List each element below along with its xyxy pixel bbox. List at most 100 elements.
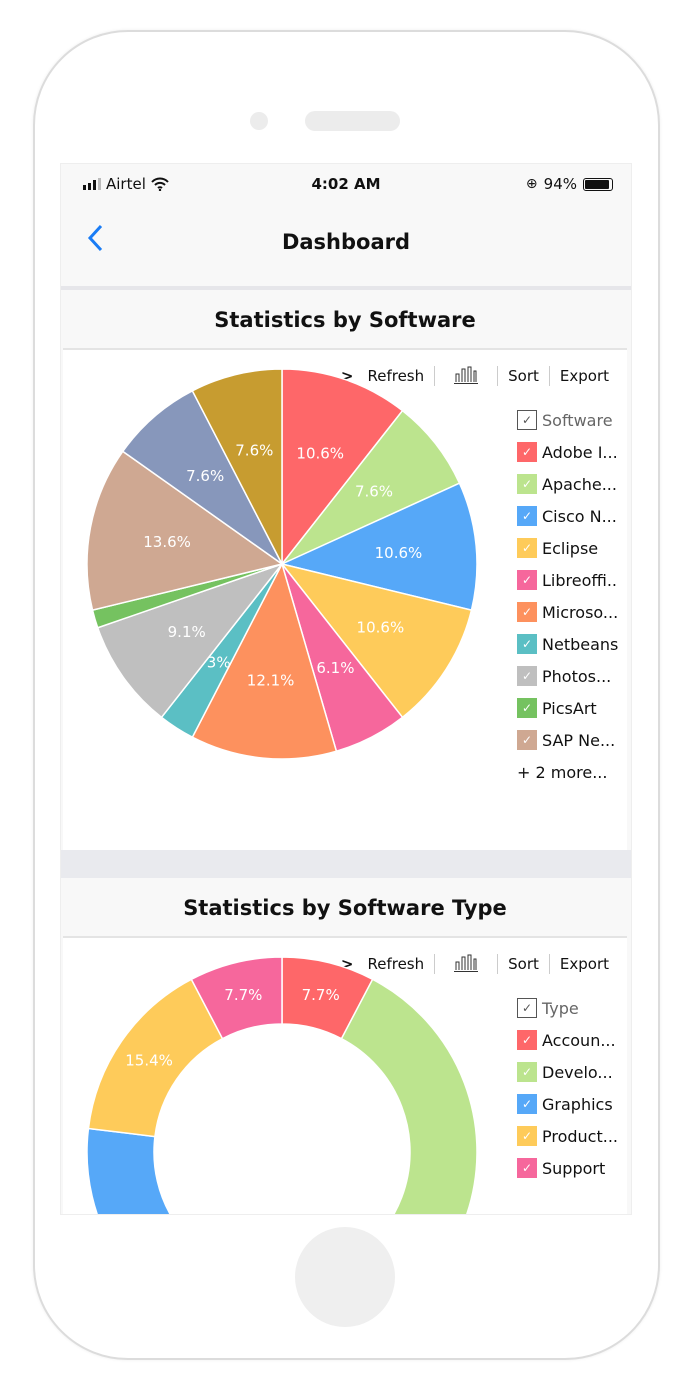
legend-item[interactable]: ✓ PicsArt [517, 692, 618, 724]
legend-header[interactable]: ✓ Type [517, 992, 618, 1024]
slice-label: 10.6% [375, 544, 423, 562]
slice-label: 10.6% [357, 618, 405, 636]
checkbox-icon: ✓ [517, 1062, 537, 1082]
sort-button[interactable]: Sort [508, 955, 539, 973]
battery-percent: 94% [543, 175, 577, 193]
chart-type-button[interactable] [435, 952, 497, 976]
refresh-button[interactable]: > Refresh [331, 955, 434, 973]
chart-toolbar: > Refresh Sort Export [331, 952, 609, 976]
legend-label: SAP Ne... [542, 730, 616, 750]
legend-title: Software [542, 410, 613, 430]
back-button[interactable] [87, 224, 103, 260]
divider [434, 366, 436, 386]
legend-item[interactable]: ✓ Accoun... [517, 1024, 618, 1056]
bar-chart-icon [454, 954, 479, 972]
legend-label: Microso... [542, 602, 619, 622]
legend-label: Accoun... [542, 1030, 616, 1050]
legend-item[interactable]: ✓ Cisco N... [517, 500, 618, 532]
legend-label: Graphics [542, 1094, 613, 1114]
legend-label: Adobe I... [542, 442, 618, 462]
legend: ✓ Software ✓ Adobe I... ✓ Apache... ✓ Cisco N..… [517, 404, 618, 788]
camera [250, 112, 268, 130]
signal-icon [83, 178, 101, 190]
legend-item[interactable]: ✓ Graphics [517, 1088, 618, 1120]
legend-label: Product... [542, 1126, 619, 1146]
checkbox-icon: ✓ [517, 1030, 537, 1050]
clock: 4:02 AM [311, 175, 381, 193]
sort-button[interactable]: Sort [508, 367, 539, 385]
divider [548, 366, 550, 386]
checkbox-icon: ✓ [517, 1094, 537, 1114]
legend-item[interactable]: ✓ Eclipse [517, 532, 618, 564]
legend-item[interactable]: ✓ Adobe I... [517, 436, 618, 468]
checkbox-icon: ✓ [517, 570, 537, 590]
legend: ✓ Type ✓ Accoun... ✓ Develo... ✓ Graphics ✓ Produ… [517, 992, 618, 1184]
divider [497, 954, 499, 974]
refresh-label: Refresh [367, 955, 425, 973]
legend-title: Type [542, 998, 579, 1018]
legend-item[interactable]: ✓ Libreoffi.. [517, 564, 618, 596]
pie-slice[interactable] [121, 389, 283, 565]
chart-title: Statistics by Software [63, 290, 627, 350]
pie-slice[interactable] [281, 409, 461, 565]
divider [61, 286, 631, 290]
pie-slice[interactable] [190, 956, 283, 1040]
slice-label: 3% [207, 653, 231, 671]
pie-slice[interactable] [191, 368, 283, 565]
home-button[interactable] [295, 1227, 395, 1327]
checkbox-icon: ✓ [517, 1158, 537, 1178]
export-button[interactable]: Export [559, 955, 609, 973]
legend-label: Develo... [542, 1062, 613, 1082]
pie-slice[interactable] [96, 562, 285, 719]
legend-label: Photos... [542, 666, 612, 686]
legend-item[interactable]: ✓ Microso... [517, 596, 618, 628]
more-legend-link[interactable]: + 2 more... [517, 762, 608, 782]
legend-label: Eclipse [542, 538, 599, 558]
battery-icon [583, 177, 613, 191]
legend-label: Apache... [542, 474, 617, 494]
checkbox-icon: ✓ [517, 602, 537, 622]
legend-item[interactable]: ✓ Develo... [517, 1056, 618, 1088]
chart-title: Statistics by Software Type [63, 878, 627, 938]
legend-item[interactable]: ✓ SAP Ne... [517, 724, 618, 756]
divider [548, 954, 550, 974]
slice-label: 7.6% [186, 467, 224, 485]
divider [434, 954, 436, 974]
chevron-left-icon [87, 224, 103, 252]
checkbox-icon: ✓ [517, 442, 537, 462]
slice-label: 13.6% [143, 533, 191, 551]
legend-label: Cisco N... [542, 506, 617, 526]
pie-slice[interactable] [86, 1127, 251, 1215]
pie-slice[interactable] [281, 368, 404, 567]
slice-label: 15.4% [125, 1051, 173, 1069]
legend-label: Netbeans [542, 634, 619, 654]
pie-slice[interactable] [191, 561, 338, 760]
slice-label: 12.1% [247, 671, 295, 689]
legend-label: Libreoffi.. [542, 570, 618, 590]
legend-item[interactable]: ✓ Product... [517, 1120, 618, 1152]
chart-svg: 10.6% 7.6% 10.6% 10.6% 6.1% 12.1% 3%9.1% 13.6% 7… [86, 368, 478, 760]
legend-item[interactable]: ✓ Apache... [517, 468, 618, 500]
legend-item[interactable]: ✓ Netbeans [517, 628, 618, 660]
rotation-lock-icon: ⊕ [525, 176, 538, 192]
bar-chart-icon [454, 366, 479, 384]
chart-type-button[interactable] [435, 364, 497, 388]
pie-slice[interactable] [279, 482, 478, 612]
speaker [305, 111, 400, 131]
legend-item[interactable]: ✓ Photos... [517, 660, 618, 692]
nav-bar: Dashboard [61, 204, 631, 286]
legend-header[interactable]: ✓ Software [517, 404, 618, 436]
pie-slice[interactable] [86, 450, 284, 612]
checkbox-icon: ✓ [517, 666, 537, 686]
pie-slice[interactable] [280, 562, 473, 719]
export-button[interactable]: Export [559, 367, 609, 385]
checkbox-icon: ✓ [517, 634, 537, 654]
divider [61, 850, 631, 878]
carrier: Airtel [106, 175, 146, 193]
pie-slice[interactable] [235, 978, 478, 1215]
slice-label: 7.6% [355, 483, 393, 501]
card-software-type: Statistics by Software Type > Refresh Sort E… [63, 878, 627, 1215]
legend-item[interactable]: ✓ Support [517, 1152, 618, 1184]
refresh-label: Refresh [367, 367, 425, 385]
legend-label: PicsArt [542, 698, 597, 718]
